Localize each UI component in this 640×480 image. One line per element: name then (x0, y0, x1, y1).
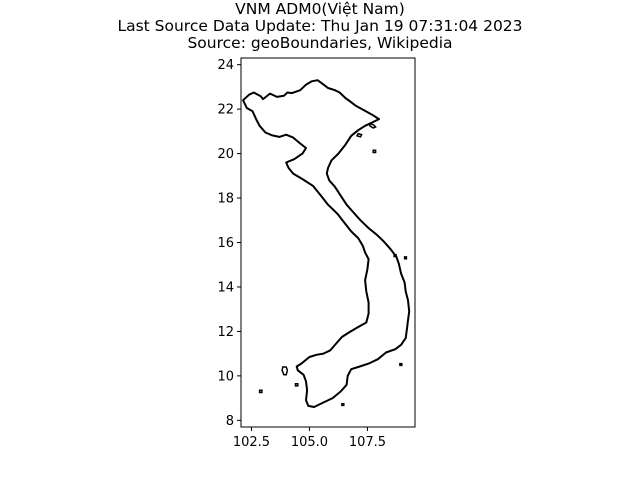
x-tick-label: 102.5 (233, 435, 270, 450)
title-line-country: VNM ADM0(Việt Nam) (235, 0, 405, 18)
y-tick-label: 10 (217, 369, 234, 384)
title-line-source: Source: geoBoundaries, Wikipedia (187, 34, 453, 52)
country-outline-mainland (242, 79, 411, 408)
y-tick-label: 18 (217, 192, 234, 207)
x-tick-label: 107.5 (349, 435, 386, 450)
x-tick-label: 105.0 (291, 435, 328, 450)
map-title: VNM ADM0(Việt Nam) Last Source Data Upda… (0, 1, 640, 52)
country-outline-island (341, 402, 345, 407)
y-tick-label: 12 (217, 325, 234, 340)
country-outline-island (403, 256, 408, 260)
country-outline-island (281, 366, 289, 376)
axes-layer (240, 57, 416, 428)
y-tick-label: 14 (217, 280, 234, 295)
y-tick-label: 22 (217, 103, 234, 118)
country-outline-island (393, 253, 397, 258)
y-tick-label: 24 (217, 58, 234, 73)
country-outline-island (355, 132, 363, 138)
y-tick-label: 16 (217, 236, 234, 251)
title-line-update: Last Source Data Update: Thu Jan 19 07:3… (117, 17, 523, 35)
y-tick-label: 20 (217, 147, 234, 162)
tick-layer: 102.5 105.0 107.5 8 10 12 14 16 18 20 22 24 (217, 58, 386, 450)
country-outline-island (399, 362, 403, 367)
country-outline-island (369, 122, 377, 129)
country-outline-island (294, 382, 299, 387)
outline-layer (242, 79, 411, 408)
y-tick-label: 8 (226, 414, 234, 429)
country-outline-island (258, 389, 263, 394)
country-outline-island (372, 149, 377, 154)
axes-frame (240, 57, 416, 428)
